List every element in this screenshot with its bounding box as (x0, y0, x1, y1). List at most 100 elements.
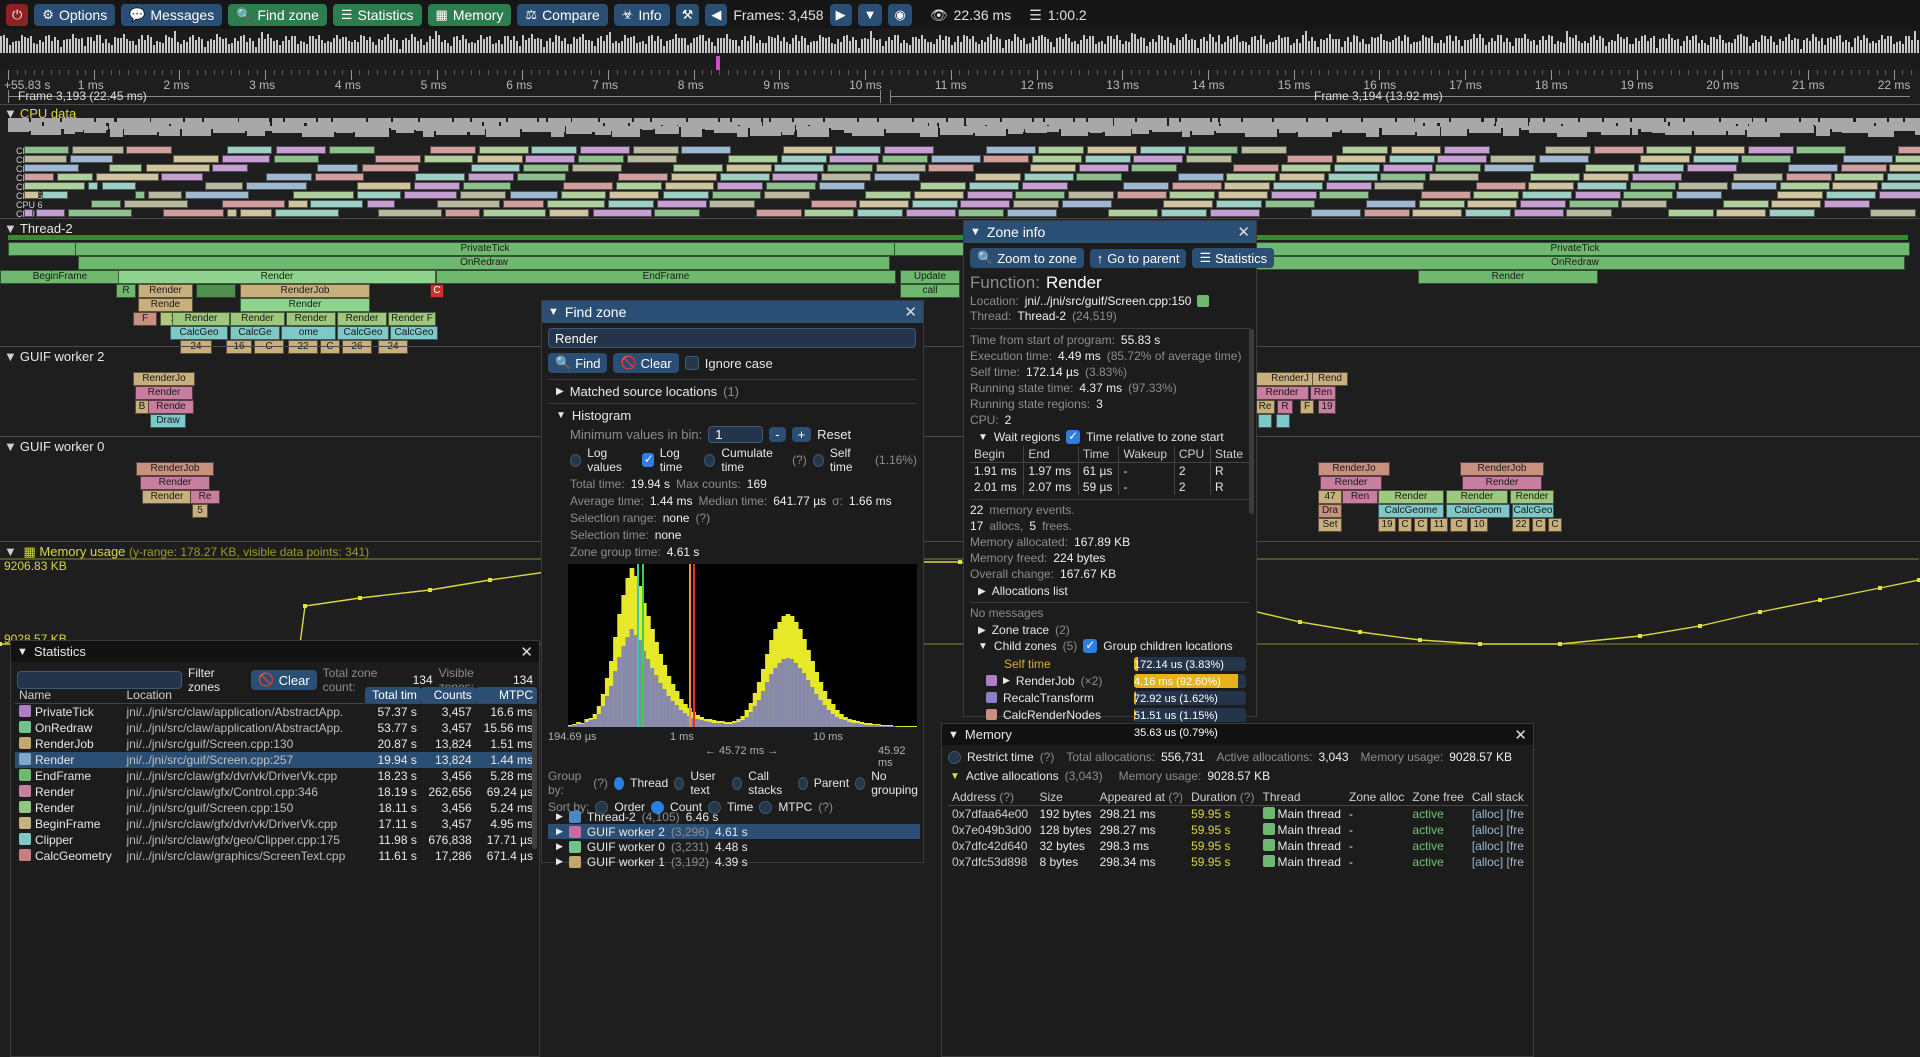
group-children-checkbox[interactable] (1083, 638, 1098, 653)
timeline-zone[interactable]: Rende (138, 298, 193, 312)
timeline-zone[interactable]: C (1532, 518, 1546, 532)
frame-minimap[interactable] (0, 29, 1920, 70)
table-row[interactable]: OnRedraw jni/../jni/src/claw/application/… (15, 720, 537, 736)
table-row[interactable]: BeginFrame jni/../jni/src/claw/gfx/dvr/vk… (15, 816, 537, 832)
histogram-section-header[interactable]: ▼ Histogram (548, 408, 917, 423)
timeline-zone[interactable]: 26 (342, 340, 372, 354)
time-relative-checkbox[interactable] (1066, 429, 1081, 444)
mem-col-header[interactable]: Call stack (1467, 789, 1528, 806)
timeline-zone[interactable]: RenderJo (133, 372, 195, 386)
timeline-zone[interactable]: Render (140, 476, 210, 490)
minus-button[interactable]: - (769, 427, 786, 442)
group-by-parent-radio[interactable] (797, 776, 808, 790)
find-zone-group-row[interactable]: ▶ Thread-2 (4,105) 6.46 s (548, 809, 920, 824)
timeline-zone[interactable]: C (320, 340, 340, 354)
timeline-zone[interactable]: OnRedraw (1245, 256, 1905, 270)
timeline-zone[interactable]: 22 (288, 340, 318, 354)
timeline-zone[interactable]: call (900, 284, 960, 298)
memory-titlebar[interactable]: ▼ Memory ✕ (942, 724, 1533, 745)
mem-address[interactable]: 0x7dfc53d898 (952, 855, 1028, 869)
group-header-cpu-data[interactable]: ▼ CPU data (4, 106, 76, 121)
table-row[interactable]: 1.91 ms 1.97 ms 61 µs -2 R (970, 462, 1251, 479)
clear-button[interactable]: 🚫 Clear (613, 353, 679, 373)
timeline-zone[interactable]: Render (240, 298, 370, 312)
center-view-button[interactable]: ◉ (888, 3, 912, 26)
statistics-button[interactable]: ☰ Statistics (332, 3, 422, 26)
timeline-zone[interactable]: Render (1255, 386, 1309, 400)
table-row[interactable]: Render jni/../jni/src/guif/Screen.cpp:257… (15, 752, 537, 768)
self-time-checkbox[interactable] (812, 453, 824, 467)
timeline-zone[interactable]: Set (1318, 518, 1342, 532)
timeline-zone[interactable]: RenderJob (1460, 462, 1544, 476)
timeline-zone[interactable]: 19 (1318, 400, 1336, 414)
reset-button[interactable]: Reset (817, 427, 852, 442)
mem-call-stack[interactable]: [alloc] [fre (1471, 839, 1524, 853)
sort-by-order-radio[interactable] (595, 800, 609, 814)
timeline-zone[interactable]: CalcGeo (390, 326, 438, 340)
table-row[interactable]: Clipper jni/../jni/src/claw/gfx/geo/Clipp… (15, 832, 537, 848)
zone-info-scrollbar[interactable] (1249, 329, 1254, 514)
timeline-zone[interactable]: CalcGeo (170, 326, 228, 340)
group-header-guif-worker-0[interactable]: ▼ GUIF worker 0 (4, 439, 104, 454)
timeline-zone[interactable]: PrivateTick (1240, 242, 1910, 256)
timeline-zone[interactable]: RenderJob (136, 462, 214, 476)
timeline-zone[interactable]: C (1450, 518, 1468, 532)
table-row[interactable]: EndFrame jni/../jni/src/claw/gfx/dvr/vk/D… (15, 768, 537, 784)
group-by-thread-radio[interactable] (613, 776, 625, 790)
timeline-zone[interactable]: 47 (1318, 490, 1342, 504)
timeline-zone[interactable]: 19 (1378, 518, 1396, 532)
timeline-zone[interactable]: Re (1255, 400, 1275, 414)
frame-dropdown-button[interactable]: ▼ (857, 3, 883, 26)
wait-regions-header[interactable]: ▼ Wait regions Time relative to zone sta… (970, 429, 1250, 444)
prev-frame-button[interactable]: ◀ (705, 3, 728, 26)
statistics-clear-button[interactable]: 🚫 Clear (251, 670, 317, 690)
timeline-zone[interactable]: C (430, 284, 444, 298)
timeline-zone[interactable]: Render (1462, 476, 1542, 490)
next-frame-button[interactable]: ▶ (829, 3, 852, 26)
timeline-zone[interactable]: Render (138, 284, 193, 298)
timeline-zone[interactable]: PrivateTick (75, 242, 895, 256)
mem-col-header[interactable]: Address (?) (948, 789, 1036, 806)
wait-col-header[interactable]: Time (1078, 446, 1120, 463)
timeline-ruler[interactable]: +55.83 s 1 ms 2 ms 3 ms 4 ms 5 ms 6 ms 7 ms 8 ms… (0, 70, 1920, 92)
timeline-zone[interactable]: C (1398, 518, 1412, 532)
timeline-zone[interactable]: 22 (1512, 518, 1530, 532)
power-button[interactable]: ⏻ (6, 3, 29, 26)
sort-by-time-radio[interactable] (708, 800, 722, 814)
timeline-zone[interactable]: Rend (1312, 372, 1348, 386)
mem-col-header[interactable]: Size (1035, 789, 1096, 806)
table-row[interactable]: Render jni/../jni/src/guif/Screen.cpp:150… (15, 800, 537, 816)
timeline-zone[interactable]: C (1548, 518, 1562, 532)
mem-col-header[interactable]: Zone free (1408, 789, 1468, 806)
log-time-checkbox[interactable] (641, 452, 654, 467)
options-button[interactable]: ⚙ Options (34, 3, 116, 26)
wait-col-header[interactable]: End (1023, 446, 1079, 463)
statistics-window[interactable]: ▼ Statistics ✕ Filter zones 🚫 Clear Total… (10, 640, 540, 1057)
group-by-user-text-radio[interactable] (674, 776, 685, 790)
mem-address[interactable]: 0x7dfc42d640 (952, 839, 1028, 853)
child-zones-header[interactable]: ▼ Child zones (5) Group children locatio… (970, 638, 1250, 653)
timeline-zone[interactable]: Render (172, 312, 230, 326)
matched-source-locations-row[interactable]: ▶ Matched source locations (1) (548, 384, 917, 399)
statistics-titlebar[interactable]: ▼ Statistics ✕ (11, 641, 539, 662)
timeline-zone[interactable]: B (135, 400, 149, 414)
timeline-zone[interactable]: 24 (180, 340, 212, 354)
stat-col-header[interactable]: Location (122, 687, 365, 704)
wait-col-header[interactable]: Wakeup (1118, 446, 1175, 463)
timeline-zone[interactable]: F (1300, 400, 1314, 414)
zone-trace-header[interactable]: ▶ Zone trace (2) (970, 623, 1250, 637)
find-zone-titlebar[interactable]: ▼ Find zone ✕ (542, 301, 923, 323)
timeline-zone[interactable]: Draw (150, 414, 186, 428)
table-row[interactable]: CalcGeometry jni/../jni/src/claw/graphics… (15, 848, 537, 864)
mem-col-header[interactable]: Appeared at (?) (1095, 789, 1188, 806)
timeline-zone[interactable]: Render (1446, 490, 1508, 504)
wait-col-header[interactable]: CPU (1174, 446, 1211, 463)
mem-call-stack[interactable]: [alloc] [fre (1471, 807, 1524, 821)
info-button[interactable]: ☣ Info (613, 3, 670, 26)
location-value[interactable]: jni/../jni/src/guif/Screen.cpp:150 (1024, 294, 1192, 308)
table-row[interactable]: 0x7e049b3d00 128 bytes 298.27 ms 59.95 s Mai… (948, 822, 1528, 838)
histogram-plot[interactable] (568, 564, 917, 727)
timeline-zone[interactable]: R (1277, 400, 1293, 414)
allocations-list-header[interactable]: ▶ Allocations list (970, 584, 1250, 598)
